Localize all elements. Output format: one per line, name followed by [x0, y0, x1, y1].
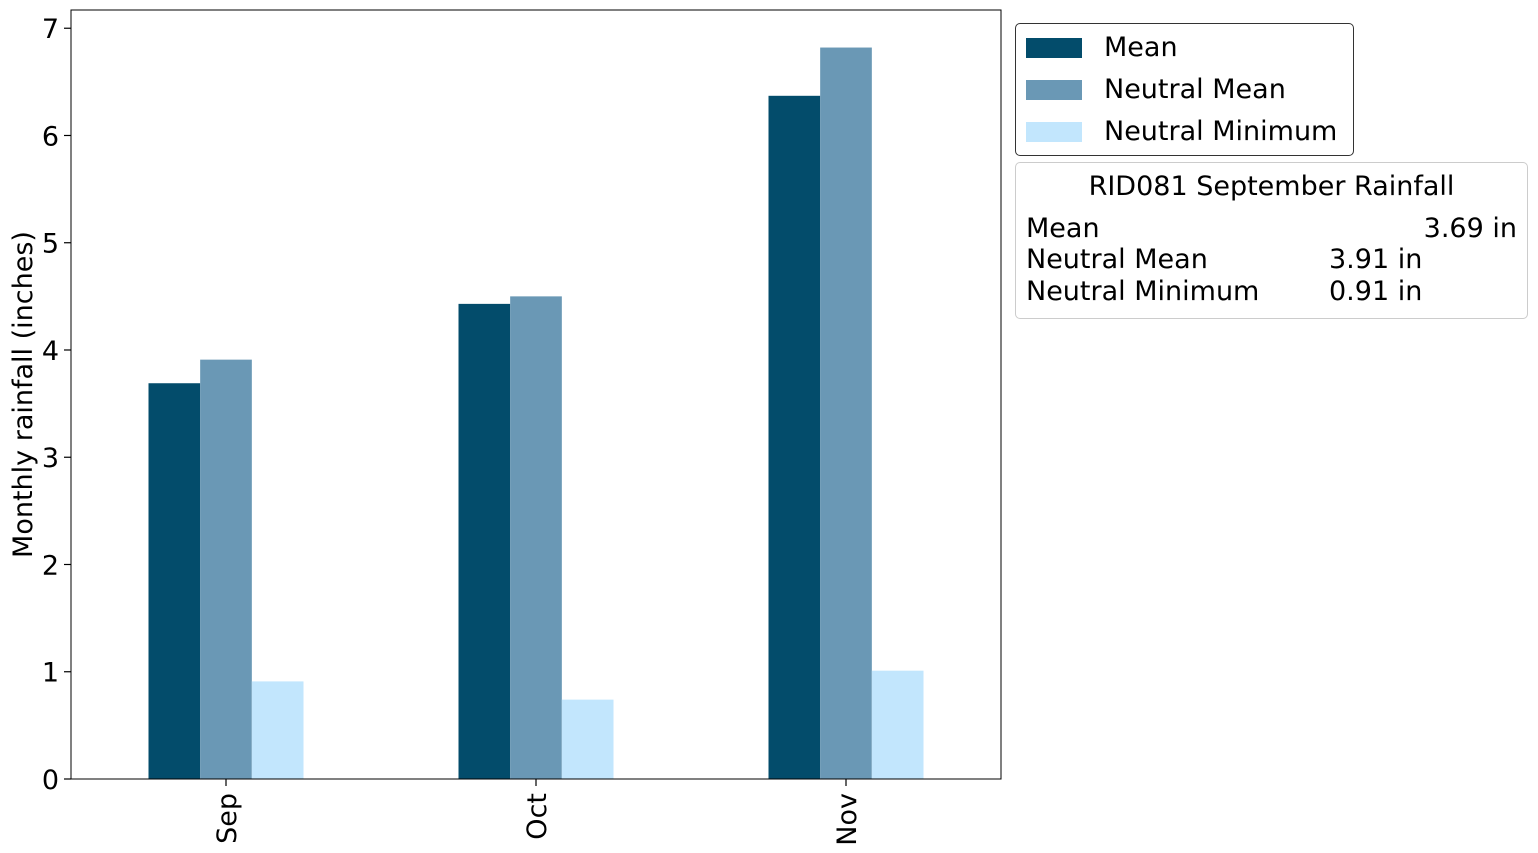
y-tick-label-5: 5 — [42, 229, 59, 260]
legend-item-mean: Mean — [1026, 34, 1178, 62]
x-tick-label-nov: Nov — [832, 793, 863, 846]
legend-item-neutral-mean: Neutral Mean — [1026, 76, 1286, 104]
y-tick-label-7: 7 — [42, 14, 59, 45]
y-axis: 0 1 2 3 4 5 6 7 — [42, 14, 71, 796]
x-tick-label-sep: Sep — [212, 793, 243, 844]
bars-group — [148, 47, 924, 780]
legend: Mean Neutral Mean Neutral Minimum — [1015, 23, 1354, 156]
bar-nov-mean — [768, 95, 821, 780]
info-row-label-neutral-minimum: Neutral Minimum — [1026, 276, 1260, 307]
bar-oct-neutral-minimum — [561, 699, 614, 779]
info-box-title: RID081 September Rainfall — [1088, 171, 1455, 202]
bar-nov-neutral-minimum — [871, 670, 924, 779]
info-row-label-mean: Mean — [1026, 213, 1100, 244]
info-row-value-neutral-mean: 3.91 in — [1329, 244, 1423, 275]
legend-label-mean: Mean — [1104, 32, 1178, 63]
legend-label-neutral-mean: Neutral Mean — [1104, 74, 1286, 105]
legend-label-neutral-minimum: Neutral Minimum — [1104, 116, 1338, 147]
legend-swatch-neutral-mean — [1026, 80, 1082, 100]
y-axis-label: Monthly rainfall (inches) — [8, 231, 39, 558]
bar-sep-neutral-minimum — [251, 681, 304, 779]
legend-swatch-mean — [1026, 38, 1082, 58]
y-tick-label-0: 0 — [42, 765, 59, 796]
bar-sep-neutral-mean — [200, 359, 252, 779]
y-tick-label-2: 2 — [42, 550, 59, 581]
y-tick-label-4: 4 — [42, 336, 59, 367]
bar-nov-neutral-mean — [820, 47, 872, 780]
info-row-value-neutral-minimum: 0.91 in — [1329, 276, 1423, 307]
bar-sep-mean — [148, 383, 201, 779]
x-tick-label-oct: Oct — [522, 793, 553, 840]
legend-item-neutral-minimum: Neutral Minimum — [1026, 118, 1337, 146]
plot-frame — [70, 9, 1002, 780]
y-tick-label-1: 1 — [42, 658, 59, 689]
info-row-value-mean: 3.69 in — [1423, 213, 1517, 244]
x-axis: Sep Oct Nov — [212, 779, 863, 846]
bar-oct-neutral-mean — [510, 296, 562, 779]
legend-swatch-neutral-minimum — [1026, 122, 1082, 142]
info-box: RID081 September Rainfall Mean 3.69 in N… — [1015, 162, 1528, 319]
y-tick-label-3: 3 — [42, 443, 59, 474]
y-tick-label-6: 6 — [42, 121, 59, 152]
bar-oct-mean — [458, 303, 511, 779]
info-row-label-neutral-mean: Neutral Mean — [1026, 244, 1208, 275]
